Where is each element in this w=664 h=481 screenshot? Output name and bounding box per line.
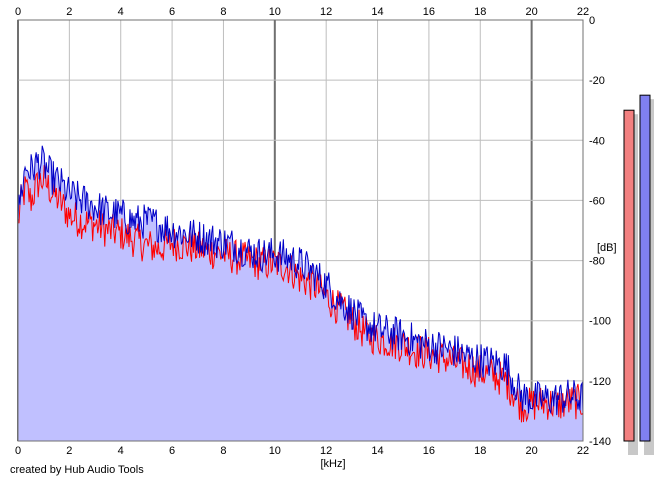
y-tick-label-60: -60 xyxy=(589,195,605,207)
x-tick-label-top-2: 2 xyxy=(66,6,72,18)
x-tick-label-top-6: 6 xyxy=(169,6,175,18)
x-tick-label-top-18: 18 xyxy=(474,6,486,18)
x-tick-label-top-22: 22 xyxy=(577,6,589,18)
x-tick-label-bottom-10: 10 xyxy=(269,445,281,457)
y-tick-label-120: -120 xyxy=(589,376,611,388)
x-tick-label-bottom-16: 16 xyxy=(423,445,435,457)
y-tick-label-140: -140 xyxy=(589,436,611,448)
x-tick-label-bottom-6: 6 xyxy=(169,445,175,457)
x-tick-label-top-20: 20 xyxy=(526,6,538,18)
x-tick-label-top-14: 14 xyxy=(371,6,383,18)
spectrum-fill xyxy=(18,145,583,442)
x-tick-label-bottom-2: 2 xyxy=(66,445,72,457)
x-tick-label-top-8: 8 xyxy=(220,6,226,18)
x-tick-label-bottom-14: 14 xyxy=(371,445,383,457)
x-tick-label-bottom-20: 20 xyxy=(526,445,538,457)
series-lines xyxy=(17,145,584,423)
x-tick-label-bottom-18: 18 xyxy=(474,445,486,457)
x-tick-label-top-12: 12 xyxy=(320,6,332,18)
x-tick-label-bottom-0: 0 xyxy=(15,445,21,457)
footer-credit: created by Hub Audio Tools xyxy=(10,464,144,476)
x-tick-label-top-16: 16 xyxy=(423,6,435,18)
y-tick-label-20: -20 xyxy=(589,75,605,87)
x-tick-labels-bottom: 0 2 4 6 8 10 12 14 16 18 20 22 xyxy=(15,445,589,457)
y-tick-label-40: -40 xyxy=(589,135,605,147)
y-axis-label: [dB] xyxy=(597,242,617,254)
area-fill xyxy=(18,145,583,442)
meter-red xyxy=(623,109,635,442)
x-tick-label-bottom-8: 8 xyxy=(220,445,226,457)
plot-border xyxy=(17,19,584,442)
series-line-blue xyxy=(17,145,584,416)
y-tick-label-80: -80 xyxy=(589,256,605,268)
x-tick-label-top-4: 4 xyxy=(118,6,124,18)
x-tick-labels-top: 0 2 4 6 8 10 12 14 16 18 20 22 xyxy=(15,6,589,18)
y-tick-labels: 0 -20 -40 -60 -80 -100 -120 -140 xyxy=(589,15,611,448)
x-tick-label-bottom-4: 4 xyxy=(118,445,124,457)
x-axis-label: [kHz] xyxy=(320,458,345,470)
x-tick-label-top-0: 0 xyxy=(15,6,21,18)
y-tick-label-0: 0 xyxy=(589,15,595,27)
level-meters xyxy=(623,94,654,455)
x-tick-label-top-10: 10 xyxy=(269,6,281,18)
x-tick-label-bottom-22: 22 xyxy=(577,445,589,457)
x-tick-label-bottom-12: 12 xyxy=(320,445,332,457)
y-tick-label-100: -100 xyxy=(589,316,611,328)
meter-blue xyxy=(639,94,651,442)
